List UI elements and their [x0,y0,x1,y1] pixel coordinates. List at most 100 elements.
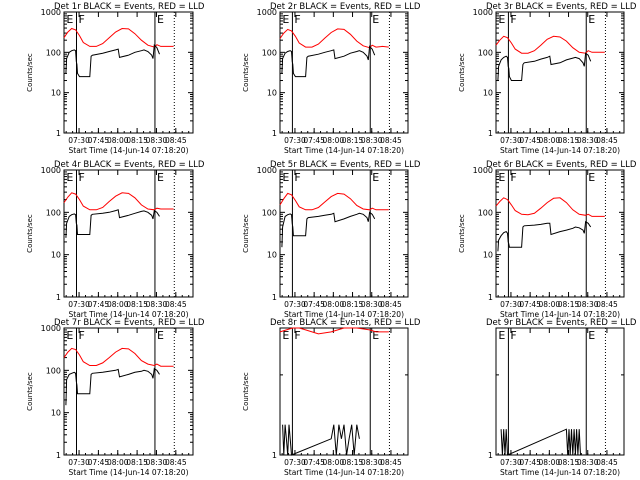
event-marker-label: E [282,329,289,342]
y-axis-label: Counts/sec [458,53,466,92]
event-marker-label: F [510,171,516,184]
y-tick-label: 1 [488,451,493,460]
y-tick-label: 10 [267,89,277,98]
x-tick-label: 08:15 [126,300,148,309]
lld-series-line [279,327,389,335]
x-tick-label: 08:30 [361,136,383,145]
x-axis-label: Start Time (14-Jun-14 07:18:20) [284,310,404,319]
panel-title: Det 8r BLACK = Events, RED = LLD [270,318,421,328]
x-tick-label: 07:45 [519,300,541,309]
x-tick-label: 08:15 [342,458,364,467]
panel-9: Det 9r BLACK = Events, RED = LLD 1 07:3007… [486,318,637,477]
x-tick-label: 07:30 [68,136,90,145]
y-tick-label: 100 [46,208,61,217]
panel-title: Det 7r BLACK = Events, RED = LLD [54,318,205,328]
x-tick-label: 07:45 [88,458,110,467]
plot-frame [495,169,625,298]
panel-title: Det 5r BLACK = Events, RED = LLD [270,160,421,170]
events-series-line [497,220,592,252]
y-axis-label: Counts/sec [26,372,34,411]
x-tick-label: 08:15 [126,458,148,467]
lld-series-line [279,192,389,211]
x-tick-label: 08:30 [577,136,599,145]
x-tick-label: 08:00 [323,458,345,467]
event-marker-label: F [510,329,516,342]
y-axis-label: Counts/sec [242,214,250,253]
x-tick-label: 07:45 [519,136,541,145]
panel-4: Det 4r BLACK = Events, RED = LLD 1 10 100 10… [26,160,205,319]
event-marker-label: E [372,329,379,342]
plot-frame [279,11,409,134]
y-tick-label: 1 [56,451,61,460]
x-tick-label: 07:45 [519,458,541,467]
x-tick-label: 08:00 [107,136,129,145]
y-axis-label: Counts/sec [458,214,466,253]
event-marker-label: E [66,329,73,342]
events-series-line [65,367,160,406]
event-marker-label: E [498,13,505,26]
event-marker-label: E [282,171,289,184]
events-series-line [65,44,160,78]
y-tick-label: 1000 [473,166,493,175]
event-marker-label: F [294,171,300,184]
event-marker-label: F [510,13,516,26]
y-tick-label: 10 [51,251,61,260]
plot-frame [495,327,625,456]
event-marker-label: F [79,329,85,342]
x-tick-label: 08:00 [323,300,345,309]
y-tick-label: 1 [488,293,493,302]
y-tick-label: 1000 [41,8,61,17]
x-tick-label: 08:30 [577,300,599,309]
x-axis-label: Start Time (14-Jun-14 07:18:20) [284,146,404,155]
y-tick-label: 100 [478,48,493,57]
x-axis-label: Start Time (14-Jun-14 07:18:20) [284,468,404,477]
plot-frame [63,11,194,134]
event-marker-label: F [294,329,300,342]
x-tick-label: 07:30 [500,136,522,145]
x-tick-label: 08:45 [380,136,402,145]
x-tick-label: 08:15 [558,458,580,467]
x-tick-label: 08:15 [558,136,580,145]
x-tick-label: 08:00 [323,136,345,145]
y-tick-label: 1 [272,129,277,138]
y-tick-label: 100 [46,48,61,57]
x-tick-label: 08:00 [107,300,129,309]
lld-series-line [495,197,605,217]
event-marker-label: E [157,171,164,184]
event-marker-label: F [79,13,85,26]
x-tick-label: 08:30 [146,458,168,467]
x-tick-label: 08:45 [380,300,402,309]
event-marker-label: E [588,13,595,26]
x-tick-label: 08:00 [539,300,561,309]
x-tick-label: 08:45 [165,458,187,467]
y-tick-label: 100 [262,208,277,217]
event-marker-label: E [498,171,505,184]
event-marker-label: E [588,329,595,342]
x-axis-label: Start Time (14-Jun-14 07:18:20) [500,310,620,319]
events-series-line [282,424,360,456]
event-marker-label: E [66,13,73,26]
y-tick-label: 100 [262,48,277,57]
x-tick-label: 08:45 [596,458,618,467]
x-tick-label: 07:45 [303,300,325,309]
events-series-line [281,211,376,248]
lld-series-line [63,192,174,211]
panel-title: Det 3r BLACK = Events, RED = LLD [486,2,637,12]
event-marker-label: E [157,13,164,26]
y-axis-label: Counts/sec [26,214,34,253]
x-tick-label: 07:45 [303,136,325,145]
x-tick-label: 07:45 [88,136,110,145]
event-marker-label: E [157,329,164,342]
events-series-line [500,428,581,456]
plot-frame [63,327,194,456]
x-tick-label: 07:30 [68,458,90,467]
y-tick-label: 10 [483,251,493,260]
y-tick-label: 1 [272,293,277,302]
event-marker-label: E [498,329,505,342]
x-tick-label: 08:15 [342,136,364,145]
x-tick-label: 08:30 [146,300,168,309]
x-tick-label: 08:45 [165,136,187,145]
y-tick-label: 1 [56,129,61,138]
panel-5: Det 5r BLACK = Events, RED = LLD 1 10 100 10… [242,160,421,319]
